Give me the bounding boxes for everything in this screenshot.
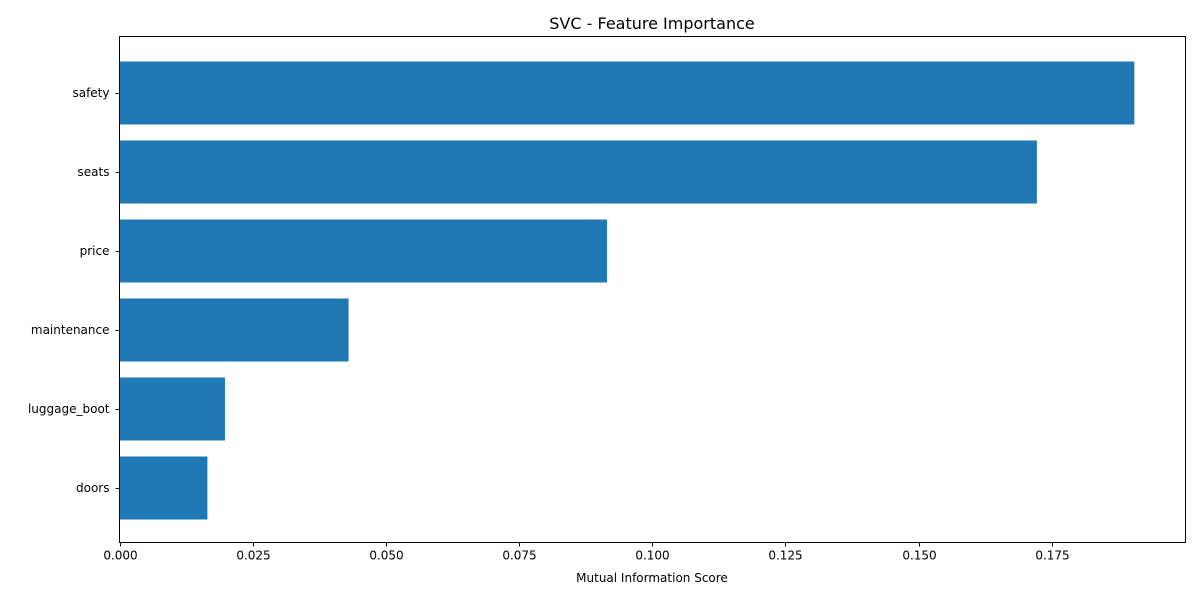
x-axis-ticks: 0.000 0.025 0.050 0.075 0.100 0.125 0.150 0.175 — [103, 542, 1070, 563]
x-tick-label: 0.125 — [768, 549, 802, 563]
y-axis-ticks: doors luggage_boot maintenance price seats sa… — [28, 86, 120, 495]
x-tick-label: 0.050 — [369, 549, 403, 563]
y-tick-label: price — [80, 244, 110, 258]
bars-group — [119, 61, 1135, 520]
y-tick-label: luggage_boot — [28, 402, 110, 416]
x-tick-label: 0.150 — [902, 549, 936, 563]
bar-doors — [119, 456, 208, 520]
chart-title: SVC - Feature Importance — [549, 14, 754, 33]
x-tick-label: 0.100 — [635, 549, 669, 563]
bar-maintenance — [119, 298, 349, 362]
bar-seats — [119, 140, 1037, 204]
y-tick-label: doors — [76, 481, 110, 495]
plot-frame — [119, 36, 1186, 543]
x-axis-label: Mutual Information Score — [576, 571, 728, 585]
x-tick-label: 0.075 — [502, 549, 536, 563]
x-tick-label: 0.025 — [236, 549, 270, 563]
y-tick-label: safety — [72, 86, 109, 100]
bar-safety — [119, 61, 1135, 125]
bar-luggage_boot — [119, 377, 225, 441]
x-tick-label: 0.175 — [1035, 549, 1069, 563]
y-tick-label: seats — [78, 165, 110, 179]
bar-price — [119, 219, 607, 283]
y-tick-label: maintenance — [31, 323, 110, 337]
x-tick-label: 0.000 — [103, 549, 137, 563]
